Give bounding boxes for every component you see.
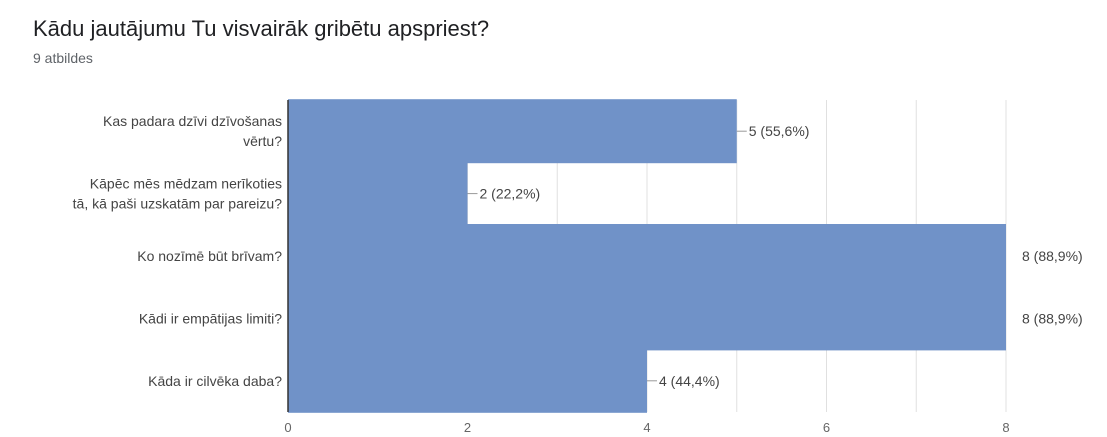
category-label: Kādi ir empātijas limiti?	[139, 310, 282, 326]
data-label: 8 (88,9%)	[1022, 310, 1083, 326]
data-label: 2 (22,2%)	[480, 186, 541, 202]
category-label: Kāda ir cilvēka daba?	[148, 373, 282, 389]
chart-title: Kādu jautājumu Tu visvairāk gribētu apsp…	[33, 16, 490, 41]
data-label: 8 (88,9%)	[1022, 248, 1083, 264]
data-label: 4 (44,4%)	[659, 373, 720, 389]
x-tick-label: 0	[284, 420, 291, 435]
category-label: tā, kā paši uzskatām par pareizu?	[73, 196, 283, 212]
x-tick-label: 2	[464, 420, 471, 435]
bar	[288, 161, 468, 226]
bar	[288, 99, 737, 164]
data-label: 5 (55,6%)	[749, 123, 810, 139]
response-count: 9 atbildes	[33, 50, 93, 66]
category-label: Ko nozīmē būt brīvam?	[137, 248, 282, 264]
category-label: Kāpēc mēs mēdzam nerīkoties	[90, 176, 282, 192]
category-label: Kas padara dzīvi dzīvošanas	[103, 113, 282, 129]
x-tick-label: 8	[1002, 420, 1009, 435]
x-tick-label: 6	[823, 420, 830, 435]
category-label: vērtu?	[243, 133, 282, 149]
x-tick-label: 4	[643, 420, 650, 435]
bar	[288, 348, 647, 413]
bar	[288, 286, 1006, 351]
bar	[288, 224, 1006, 288]
